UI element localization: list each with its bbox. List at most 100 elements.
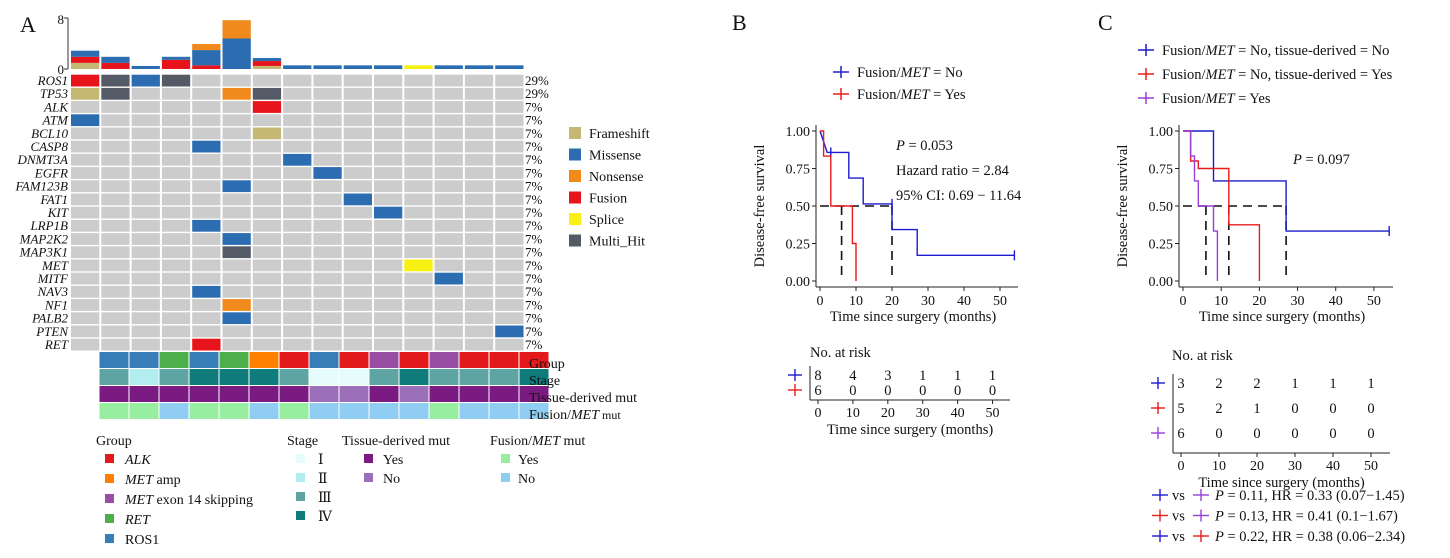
matrix-cell-egfr-6 [222, 167, 251, 179]
matrix-cell-kit-8 [283, 206, 312, 219]
matrix-cell-pten-11 [374, 325, 403, 338]
panel-c-risk-cell-2-6: 0 [1367, 401, 1374, 417]
panel-c-x-tick-3: 20 [1252, 294, 1266, 309]
panel-b-curve-1 [819, 130, 1015, 257]
matrix-cell-map2k2-1 [71, 233, 100, 245]
matrix-cell-map3k1-7 [252, 246, 282, 259]
panel-c-risk-x-tick-2: 10 [1212, 459, 1226, 474]
panel-c-x-tick-6: 50 [1367, 294, 1381, 309]
matrix-cell-fat1-1 [71, 193, 100, 206]
matrix-cell-dnmt3a-3 [131, 153, 160, 166]
panel-c-risk-cell-3-5: 0 [1329, 426, 1336, 442]
matrix-cell-palb2-14 [464, 312, 494, 325]
matrix-cell-ros1-9 [313, 74, 342, 87]
fusion-legend-swatch-no [501, 473, 510, 482]
matrix-cell-nav3-14 [464, 285, 494, 298]
panel-b-risk-x-tick-5: 40 [951, 406, 965, 421]
ann-stage-cell-6 [249, 369, 279, 385]
top-bar-3-missense [131, 65, 160, 69]
matrix-cell-casp8-11 [374, 140, 403, 153]
ann-label-group: Group [529, 357, 565, 372]
matrix-cell-nav3-7 [252, 285, 282, 298]
matrix-cell-mitf-5 [192, 272, 221, 285]
matrix-cell-dnmt3a-8 [283, 153, 312, 166]
annotation-tracks [99, 352, 549, 419]
panel-b-legend-label-2: Fusion/MET = Yes [857, 87, 966, 103]
mut-legend-swatch-splice [569, 213, 581, 225]
ann-group-cell-12 [429, 352, 459, 368]
matrix-cell-ret-8 [283, 338, 312, 351]
matrix-cell-nav3-10 [343, 285, 372, 298]
stage-legend-label-iii: Ⅲ [318, 491, 332, 506]
matrix-cell-fat1-3 [131, 193, 160, 206]
ann-fusion-cell-15 [519, 403, 549, 419]
mut-legend-label-multi_hit: Multi_Hit [589, 235, 645, 250]
panel-b-risk-x-tick-1: 0 [815, 406, 822, 421]
fusion-legend-swatch-yes [501, 454, 510, 463]
matrix-cell-map3k1-13 [434, 246, 463, 259]
matrix-cell-mitf-2 [101, 272, 130, 285]
top-bar-4-fusion [161, 59, 191, 69]
group-legend-swatch-1 [105, 454, 114, 463]
top-bar-7-missense [252, 58, 282, 62]
panel-b-risk-cell-1-1: 8 [814, 368, 821, 384]
ann-stage-cell-8 [309, 369, 339, 385]
matrix-cell-casp8-9 [313, 140, 342, 153]
panel-c-risk-x-tick-1: 0 [1178, 459, 1185, 474]
matrix-cell-ros1-7 [252, 74, 282, 87]
panel-b-risk-x-axis-label: Time since surgery (months) [827, 422, 994, 438]
ann-label-fusion: Fusion/MET mut [529, 408, 621, 423]
stage-legend-label-iv: Ⅳ [318, 510, 333, 525]
matrix-cell-ret-9 [313, 338, 342, 351]
percent-label-alk: 7% [525, 99, 543, 114]
matrix-cell-fam123b-3 [131, 180, 160, 193]
matrix-cell-ros1-1 [71, 74, 100, 87]
ann-group-cell-10 [369, 352, 399, 368]
matrix-cell-nf1-1 [71, 299, 100, 311]
panel-c-risk-cell-2-3: 1 [1253, 401, 1260, 417]
matrix-cell-mitf-15 [495, 272, 524, 285]
matrix-cell-lrp1b-5 [192, 219, 221, 232]
mut-legend-label-nonsense: Nonsense [589, 170, 643, 185]
panel-b-risk-cell-1-5: 1 [954, 368, 961, 384]
matrix-cell-nav3-5 [192, 285, 221, 298]
matrix-cell-bcl10-2 [101, 127, 130, 140]
panel-c-risk-cell-2-2: 2 [1215, 401, 1222, 417]
percent-label-kit: 7% [525, 205, 543, 220]
matrix-cell-alk-8 [283, 101, 312, 113]
matrix-cell-palb2-9 [313, 312, 342, 325]
matrix-cell-casp8-12 [404, 140, 433, 153]
gene-label-map2k2: MAP2K2 [19, 231, 69, 246]
matrix-cell-atm-7 [252, 114, 282, 127]
matrix-cell-ret-2 [101, 338, 130, 351]
ann-group-cell-8 [309, 352, 339, 368]
matrix-cell-ros1-13 [434, 74, 463, 87]
legend-title-stage: Stage [287, 434, 318, 449]
matrix-cell-ret-3 [131, 338, 160, 351]
ann-fusion-cell-13 [459, 403, 489, 419]
matrix-cell-bcl10-4 [161, 127, 191, 140]
matrix-cell-kit-5 [192, 206, 221, 219]
matrix-cell-map2k2-3 [131, 233, 160, 245]
ann-group-cell-13 [459, 352, 489, 368]
panel-c-pair-1-vs: vs [1172, 488, 1185, 504]
matrix-cell-fat1-2 [101, 193, 130, 206]
panel-b-y-axis-label: Disease-free survival [752, 145, 768, 268]
matrix-cell-mitf-14 [464, 272, 494, 285]
panel-c-risk-cell-1-3: 2 [1253, 376, 1260, 392]
ann-group-cell-2 [129, 352, 159, 368]
ann-tissue-cell-6 [249, 386, 279, 402]
matrix-cell-fat1-4 [161, 193, 191, 206]
matrix-cell-egfr-9 [313, 167, 342, 179]
panel-b-risk-x-tick-2: 10 [846, 406, 860, 421]
matrix-cell-palb2-3 [131, 312, 160, 325]
group-legend-label-5: ROS1 [125, 533, 159, 548]
percent-label-lrp1b: 7% [525, 218, 543, 233]
matrix-cell-casp8-3 [131, 140, 160, 153]
matrix-cell-nf1-13 [434, 299, 463, 311]
matrix-cell-met-2 [101, 259, 130, 272]
matrix-cell-map2k2-8 [283, 233, 312, 245]
matrix-cell-pten-6 [222, 325, 251, 338]
panel-b-risk-cell-2-5: 0 [954, 383, 961, 399]
